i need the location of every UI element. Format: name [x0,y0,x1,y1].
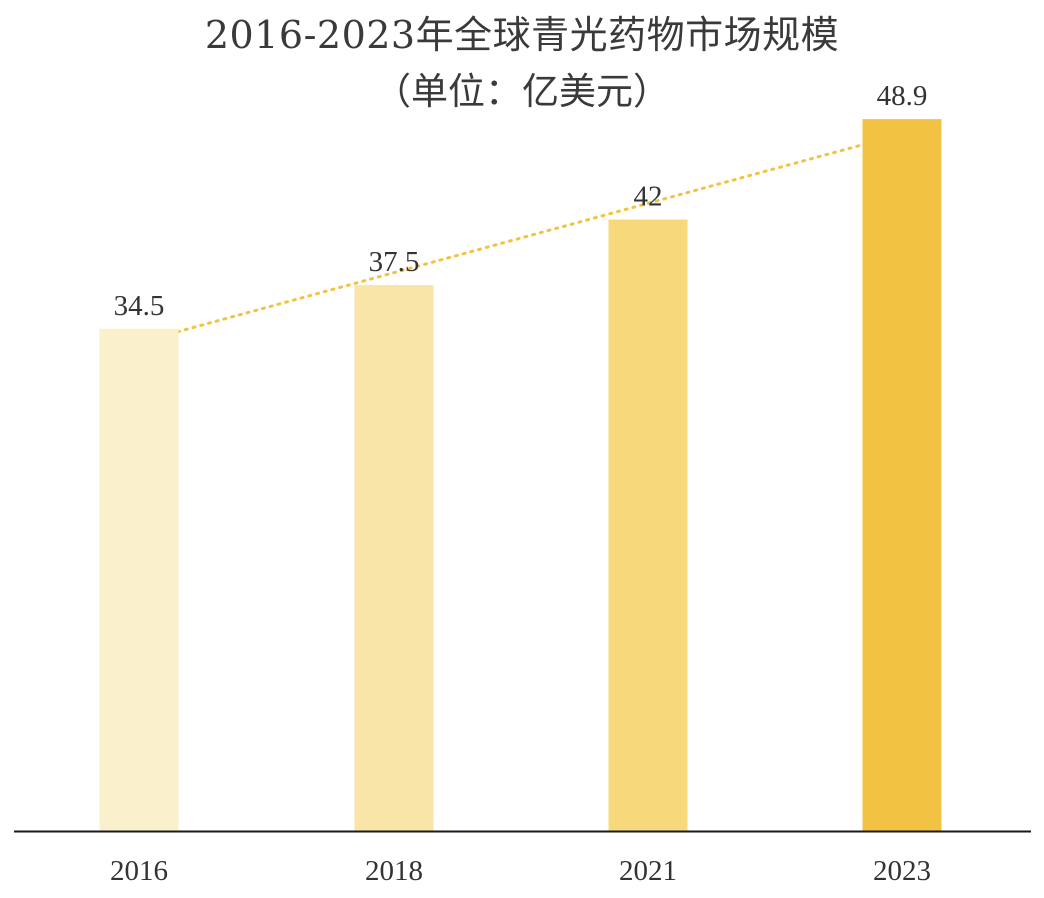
bars-layer [99,119,942,832]
data-labels-layer: 34.5 37.5 42 48.9 [114,80,928,322]
trendline-layer [137,132,904,344]
data-label-2023: 48.9 [877,80,928,112]
chart-title: 2016-2023年全球青光药物市场规模 [204,13,840,57]
bar-2023 [862,119,942,832]
data-label-2021: 42 [634,181,663,213]
x-tick-label-2016: 2016 [110,855,168,887]
bar-2021 [608,219,688,832]
data-label-2018: 37.5 [369,246,420,278]
data-label-2016: 34.5 [114,290,165,322]
x-tick-label-2018: 2018 [365,855,423,887]
x-tick-label-2023: 2023 [873,855,931,887]
bar-2016 [99,328,179,831]
chart-subtitle: （单位：亿美元） [374,70,670,113]
bar-2018 [354,285,434,831]
x-tick-label-2021: 2021 [619,855,677,887]
chart-title-block: 2016-2023年全球青光药物市场规模 （单位：亿美元） [0,6,1044,120]
trendline [137,132,904,344]
x-axis: 2016 2018 2021 2023 [14,830,1031,887]
